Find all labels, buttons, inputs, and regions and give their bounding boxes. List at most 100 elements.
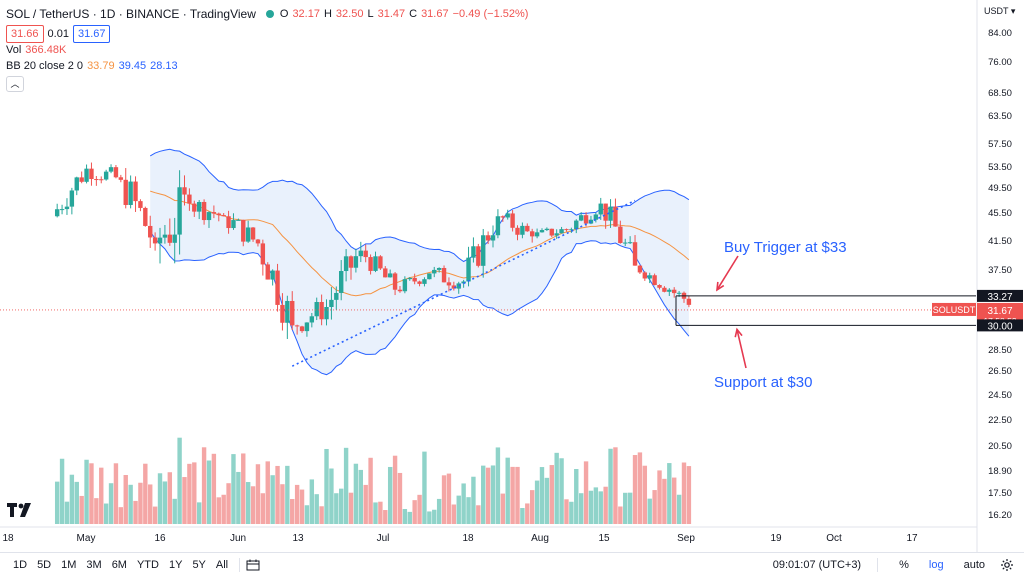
clock-display[interactable]: 09:01:07 (UTC+3): [772, 559, 862, 571]
volume-bar: [133, 500, 138, 524]
candle-body: [627, 242, 633, 244]
range-ytd[interactable]: YTD: [136, 559, 159, 571]
bb-lower-value: 28.13: [150, 60, 178, 72]
y-tick-label: 16.20: [988, 510, 1012, 521]
volume-bar: [672, 477, 677, 524]
y-tick-label: 28.50: [988, 345, 1012, 356]
volume-bar: [148, 484, 153, 524]
candle-body: [201, 201, 207, 221]
sell-button[interactable]: 31.66: [6, 25, 44, 43]
x-tick-label: Jul: [377, 533, 390, 544]
candle-body: [652, 275, 657, 286]
volume-bar: [574, 469, 579, 524]
volume-bar: [559, 458, 564, 524]
bottom-toolbar: 1D 5D 1M 3M 6M YTD 1Y 5Y All 09:01:07 (UTC+3) % …: [0, 552, 1024, 577]
symbol-title[interactable]: SOL / TetherUS · 1D · BINANCE · TradingV…: [6, 7, 256, 21]
volume-bar: [652, 490, 657, 524]
volume-bar: [500, 493, 506, 524]
tradingview-logo-icon[interactable]: [6, 500, 32, 522]
candle-body: [138, 201, 143, 208]
range-3m[interactable]: 3M: [86, 559, 102, 571]
volume-bar: [564, 499, 569, 524]
candle-body: [196, 201, 202, 212]
candle-body: [490, 235, 496, 241]
range-1y[interactable]: 1Y: [168, 559, 183, 571]
candle-body: [417, 281, 422, 284]
x-tick-label: 16: [154, 533, 166, 544]
volume-bar: [412, 500, 417, 524]
volume-bar: [446, 473, 452, 524]
gear-icon[interactable]: [1000, 558, 1014, 572]
volume-bar: [236, 471, 241, 524]
candle-body: [500, 216, 506, 218]
toolbar-divider: [877, 558, 879, 572]
bb-upper-value: 39.45: [118, 60, 147, 72]
range-5y[interactable]: 5Y: [192, 559, 206, 571]
candle-body: [471, 246, 476, 258]
candle-body: [74, 177, 79, 191]
volume-label[interactable]: Vol: [6, 44, 22, 56]
volume-bar: [196, 502, 202, 524]
volume-bar: [241, 453, 246, 524]
volume-bar: [182, 477, 187, 524]
range-5d[interactable]: 5D: [37, 559, 52, 571]
volume-bar: [152, 506, 158, 524]
volume-bar: [309, 479, 315, 524]
candle-body: [148, 225, 153, 238]
candle-body: [451, 285, 457, 289]
volume-bar: [74, 481, 79, 524]
auto-scale-toggle[interactable]: auto: [963, 559, 985, 571]
volume-bar: [304, 505, 310, 524]
range-6m[interactable]: 6M: [111, 559, 127, 571]
candle-body: [378, 256, 383, 269]
percent-scale-toggle[interactable]: %: [899, 559, 909, 571]
x-tick-label: 13: [292, 533, 304, 544]
volume-bar: [123, 475, 128, 524]
volume-bar: [192, 462, 197, 524]
change-value: −0.49 (−1.52%): [452, 8, 529, 20]
volume-bar: [676, 494, 682, 524]
candle-body: [113, 167, 119, 178]
range-1d[interactable]: 1D: [13, 559, 28, 571]
volume-bar: [456, 495, 461, 524]
volume-bar: [314, 494, 319, 524]
volume-bar: [324, 448, 329, 524]
volume-bar: [79, 495, 84, 524]
x-tick-label: 18: [462, 533, 474, 544]
candle-body: [187, 194, 192, 204]
candle-body: [544, 228, 550, 231]
candle-body: [461, 281, 466, 284]
volume-bar: [544, 477, 550, 524]
bb-lower-band: [149, 231, 690, 376]
volume-bar: [113, 463, 119, 524]
log-scale-toggle[interactable]: log: [928, 559, 944, 571]
y-tick-label: 20.50: [988, 441, 1012, 452]
volume-bar: [637, 452, 643, 524]
y-tick-label: 57.50: [988, 139, 1012, 150]
bb-label[interactable]: BB 20 close 2 0: [6, 60, 84, 72]
volume-bar: [392, 455, 398, 524]
chevron-up-icon[interactable]: ︿: [6, 76, 24, 92]
candle-body: [143, 207, 148, 226]
candle-body: [383, 268, 388, 278]
range-1m[interactable]: 1M: [61, 559, 77, 571]
candle-body: [260, 243, 266, 265]
calendar-range-icon[interactable]: [246, 559, 260, 571]
buy-button[interactable]: 31.67: [72, 25, 111, 43]
volume-bar: [681, 462, 687, 524]
candle-body: [221, 215, 226, 217]
range-all[interactable]: All: [215, 559, 229, 571]
y-tick-label: 24.50: [988, 390, 1012, 401]
candle-body: [578, 215, 584, 221]
candle-body: [549, 228, 554, 236]
candle-body: [329, 299, 334, 307]
candle-body: [182, 187, 187, 195]
volume-bar: [407, 511, 412, 524]
volume-bar: [339, 488, 344, 524]
trendline: [291, 199, 636, 367]
volume-bar: [632, 455, 638, 524]
volume-bar: [383, 510, 388, 524]
x-tick-label: 15: [598, 533, 610, 544]
symbol-label-bg: [932, 302, 976, 316]
